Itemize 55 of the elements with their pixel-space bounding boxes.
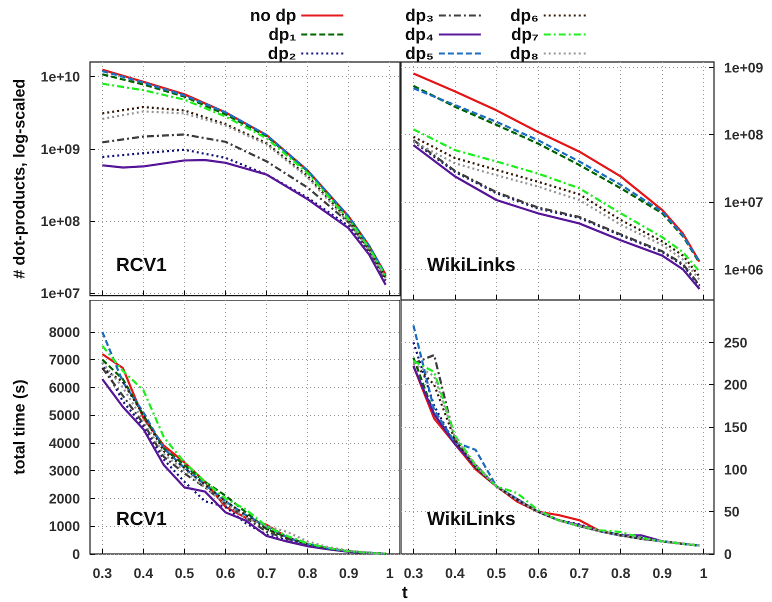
- x-axis-title: t: [402, 583, 408, 602]
- x-tick-label: 0.4: [445, 565, 465, 581]
- legend-label: dp₆: [510, 6, 539, 25]
- y2-tick-label: 100: [724, 461, 748, 478]
- x-tick-label: 0.8: [610, 565, 631, 581]
- y-tick-label: 2000: [48, 490, 80, 506]
- y-tick-label: 5000: [48, 407, 80, 424]
- y-tick-label: 3000: [48, 462, 80, 479]
- y-tick-label: 8000: [48, 324, 80, 340]
- legend-label: dp₂: [268, 44, 296, 63]
- legend-label: dp₅: [405, 44, 434, 63]
- x-tick-label: 1: [386, 565, 394, 581]
- y2-tick-label: 1e+08: [724, 126, 764, 143]
- legend-label: dp₈: [510, 44, 539, 63]
- annotation: RCV1: [116, 255, 168, 276]
- y2-tick-label: 1e+07: [724, 194, 764, 210]
- legend-label: dp₇: [511, 25, 539, 44]
- x-tick-label: 0.9: [652, 565, 672, 581]
- x-tick-label: 0.3: [92, 565, 112, 581]
- y2-tick-label: 50: [724, 504, 740, 520]
- legend-label: dp₁: [268, 25, 296, 44]
- annotation: RCV1: [116, 509, 168, 530]
- y2-tick-label: 150: [724, 419, 748, 435]
- y-tick-label: 0: [72, 546, 80, 562]
- y-tick-label: 4000: [48, 434, 80, 451]
- y-tick-label: 1000: [48, 518, 80, 534]
- legend-label: dp₃: [405, 6, 434, 25]
- x-tick-label: 0.7: [570, 565, 590, 581]
- y-axis-title: # dot-products, log-scaled: [12, 78, 28, 279]
- x-tick-label: 0.7: [256, 565, 276, 581]
- annotation: WikiLinks: [427, 255, 516, 276]
- y-tick-label: 1e+10: [40, 68, 80, 85]
- y-tick-label: 1e+07: [40, 285, 80, 301]
- y-tick-label: 6000: [48, 379, 80, 396]
- x-tick-label: 0.9: [338, 565, 359, 581]
- x-tick-label: 0.4: [134, 565, 154, 581]
- y2-tick-label: 250: [724, 334, 748, 350]
- x-tick-label: 1: [700, 565, 708, 581]
- y2-tick-label: 1e+09: [724, 59, 764, 76]
- x-tick-label: 0.6: [528, 565, 548, 581]
- y2-tick-label: 1e+06: [724, 261, 764, 278]
- legend-label: dp₄: [404, 25, 434, 44]
- y-tick-label: 7000: [48, 352, 80, 368]
- y-tick-label: 1e+08: [40, 212, 80, 229]
- y2-tick-label: 200: [724, 376, 748, 393]
- y-axis-title: total time (s): [12, 379, 28, 475]
- x-tick-label: 0.5: [174, 565, 194, 581]
- y-tick-label: 1e+09: [40, 140, 80, 157]
- x-tick-label: 0.6: [216, 565, 236, 581]
- legend-label: no dp: [250, 6, 296, 25]
- x-tick-label: 0.8: [298, 565, 318, 581]
- y2-tick-label: 0: [724, 546, 732, 562]
- annotation: WikiLinks: [427, 509, 516, 530]
- x-tick-label: 0.5: [486, 565, 506, 581]
- x-tick-label: 0.3: [404, 565, 424, 581]
